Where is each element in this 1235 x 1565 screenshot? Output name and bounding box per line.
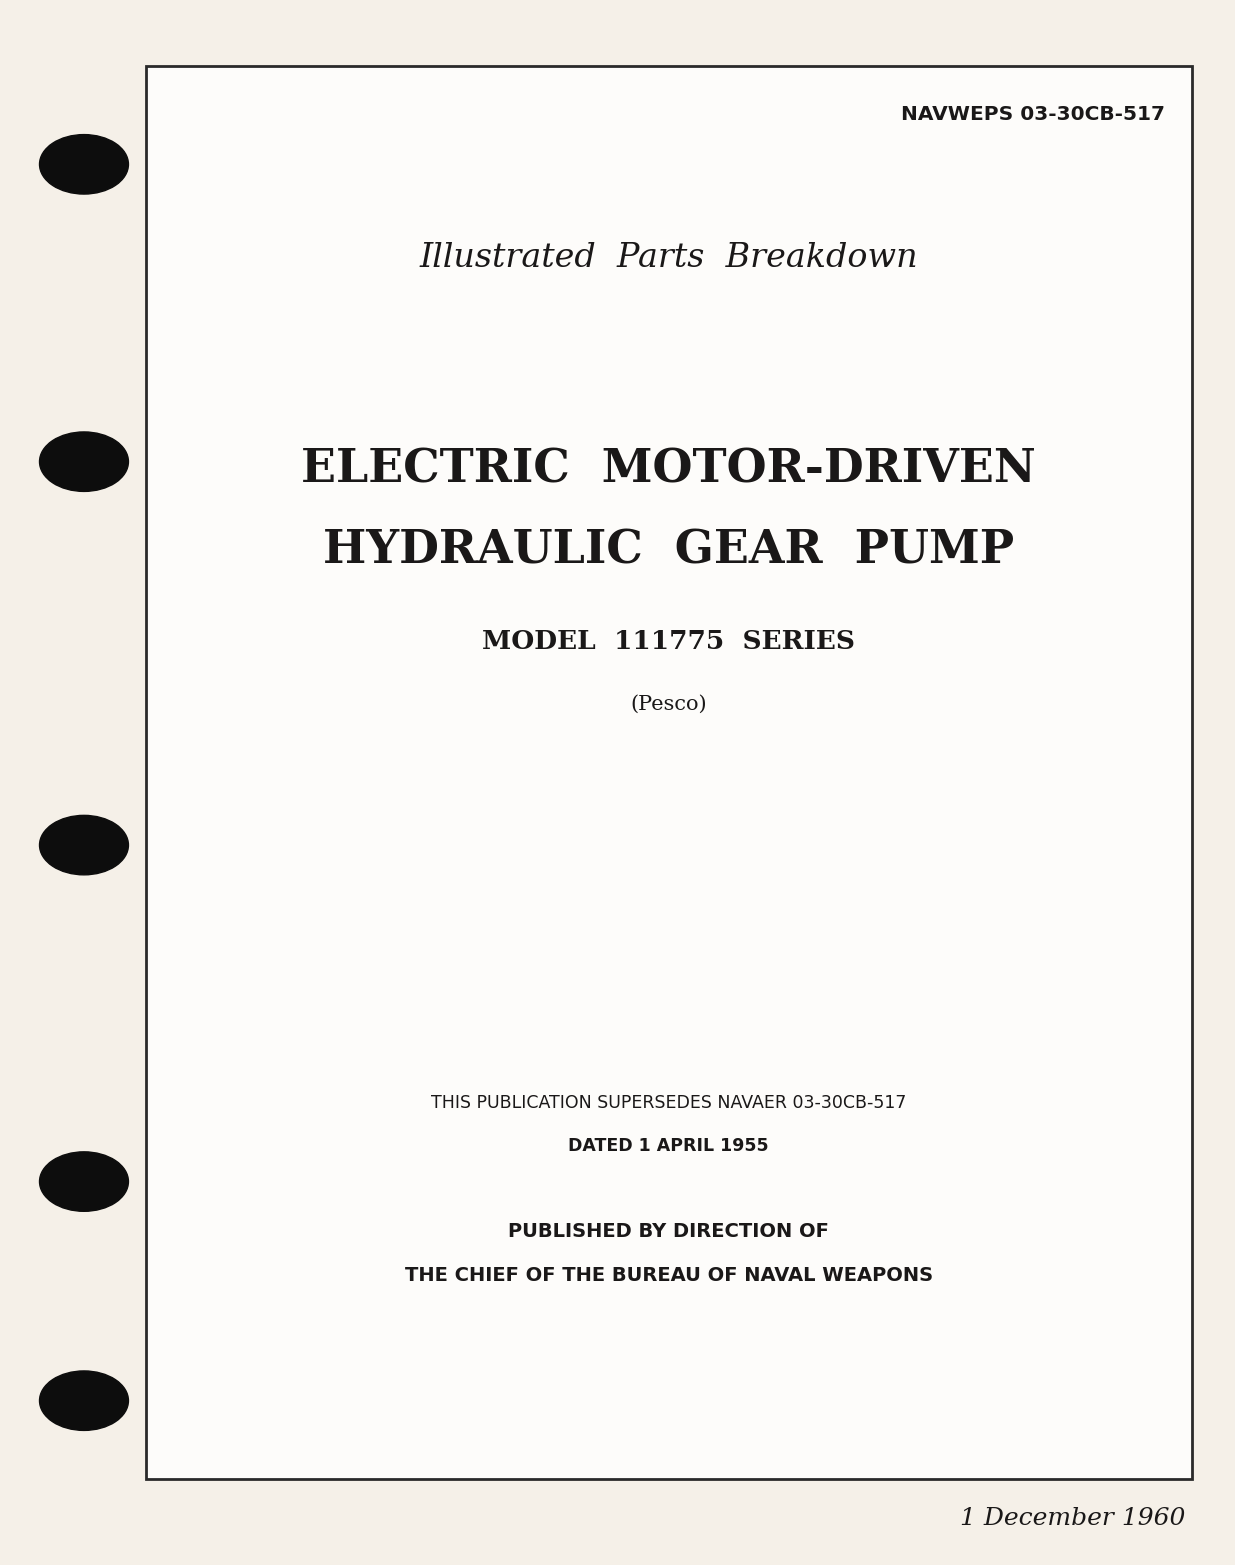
- Ellipse shape: [40, 815, 128, 875]
- Bar: [146, 66, 1192, 1479]
- Text: 1 December 1960: 1 December 1960: [961, 1507, 1186, 1531]
- Text: (Pesco): (Pesco): [630, 695, 708, 714]
- Text: NAVWEPS 03-30CB-517: NAVWEPS 03-30CB-517: [900, 105, 1165, 124]
- Ellipse shape: [40, 1371, 128, 1430]
- Text: ELECTRIC  MOTOR-DRIVEN: ELECTRIC MOTOR-DRIVEN: [301, 446, 1036, 493]
- Text: THIS PUBLICATION SUPERSEDES NAVAER 03-30CB-517: THIS PUBLICATION SUPERSEDES NAVAER 03-30…: [431, 1094, 906, 1113]
- Ellipse shape: [40, 1152, 128, 1211]
- Text: DATED 1 APRIL 1955: DATED 1 APRIL 1955: [568, 1136, 769, 1155]
- Text: HYDRAULIC  GEAR  PUMP: HYDRAULIC GEAR PUMP: [324, 527, 1014, 574]
- Ellipse shape: [40, 135, 128, 194]
- Text: PUBLISHED BY DIRECTION OF: PUBLISHED BY DIRECTION OF: [509, 1222, 829, 1241]
- Text: THE CHIEF OF THE BUREAU OF NAVAL WEAPONS: THE CHIEF OF THE BUREAU OF NAVAL WEAPONS: [405, 1266, 932, 1285]
- Text: MODEL  111775  SERIES: MODEL 111775 SERIES: [482, 629, 856, 654]
- Text: Illustrated  Parts  Breakdown: Illustrated Parts Breakdown: [420, 243, 918, 274]
- Ellipse shape: [40, 432, 128, 491]
